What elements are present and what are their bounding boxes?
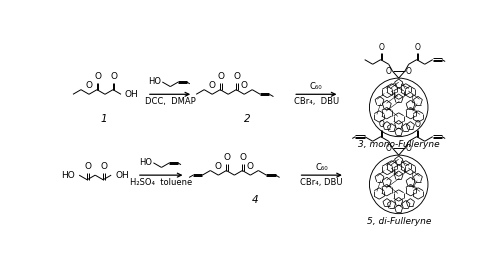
Text: O: O [94,72,101,81]
Text: O: O [414,43,420,52]
Text: C₆₀: C₆₀ [316,163,328,172]
Text: O: O [218,72,224,81]
Text: 2: 2 [244,114,250,124]
Text: O: O [247,162,254,171]
Text: O: O [240,153,246,162]
Text: O: O [378,43,384,52]
Text: O: O [406,67,411,76]
Text: O: O [224,153,230,162]
Text: HO: HO [148,77,161,86]
Text: HO: HO [62,171,76,180]
Text: 5, di-Fulleryne: 5, di-Fulleryne [366,217,431,226]
Text: O: O [84,162,91,171]
Text: C₆₀: C₆₀ [310,82,322,91]
Text: 3, mono-Fulleryne: 3, mono-Fulleryne [358,140,440,149]
Text: H₂SO₄  toluene: H₂SO₄ toluene [130,178,192,187]
Text: O: O [406,144,411,153]
Text: O: O [386,144,392,153]
Text: 4: 4 [252,195,258,205]
Text: OH: OH [115,171,129,180]
Text: DCC,  DMAP: DCC, DMAP [144,98,196,106]
Text: O: O [86,81,92,90]
Text: O: O [234,72,240,81]
Text: 1: 1 [100,114,107,124]
Text: OH: OH [125,90,138,99]
Text: O: O [100,162,107,171]
Text: O: O [386,67,392,76]
Text: O: O [208,81,216,90]
Text: O: O [215,162,222,171]
Text: CBr₄,  DBU: CBr₄, DBU [294,98,339,106]
Text: O: O [240,81,248,90]
Text: O: O [414,120,420,129]
Text: HO: HO [139,158,152,167]
Text: CBr₄, DBU: CBr₄, DBU [300,178,343,187]
Text: O: O [110,72,117,81]
Text: O: O [378,120,384,129]
